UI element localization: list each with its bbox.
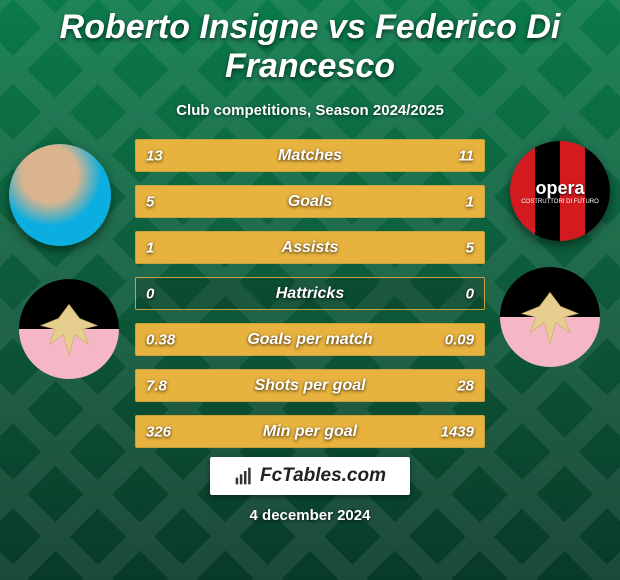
- date-label: 4 december 2024: [250, 507, 371, 524]
- club-logo-left: [19, 279, 119, 379]
- stat-value-right: 0: [466, 285, 474, 302]
- stat-value-right: 5: [466, 239, 474, 256]
- palermo-logo: [19, 279, 119, 379]
- stat-value-left: 5: [146, 193, 154, 210]
- player-right-avatar: opera COSTRUTTORI DI FUTURO: [510, 141, 610, 241]
- stat-value-right: 1439: [441, 423, 474, 440]
- eagle-icon: [515, 282, 585, 352]
- stat-fill-left: [136, 186, 414, 217]
- stat-value-right: 28: [457, 377, 474, 394]
- stat-label: Hattricks: [276, 285, 344, 303]
- stat-value-left: 1: [146, 239, 154, 256]
- stat-value-left: 7.8: [146, 377, 167, 394]
- player-left-avatar: [9, 144, 111, 246]
- stat-value-left: 326: [146, 423, 171, 440]
- content-wrapper: Roberto Insigne vs Federico Di Francesco…: [0, 0, 620, 580]
- stat-label: Assists: [282, 239, 339, 257]
- page-title: Roberto Insigne vs Federico Di Francesco: [0, 8, 620, 86]
- stat-label: Goals: [288, 193, 332, 211]
- shirt-sponsor: opera: [535, 178, 584, 198]
- eagle-icon: [34, 294, 104, 364]
- stat-value-left: 0.38: [146, 331, 175, 348]
- stat-label: Min per goal: [263, 423, 357, 441]
- stat-label: Matches: [278, 147, 342, 165]
- stat-label: Goals per match: [247, 331, 372, 349]
- stat-bar: 7.8 Shots per goal 28: [135, 369, 485, 402]
- club-logo-right: [500, 267, 600, 367]
- stat-value-left: 13: [146, 147, 163, 164]
- branding-text: FcTables.com: [260, 465, 386, 487]
- palermo-logo: [500, 267, 600, 367]
- stat-bar: 5 Goals 1: [135, 185, 485, 218]
- chart-icon: [234, 466, 254, 486]
- stat-bar: 0 Hattricks 0: [135, 277, 485, 310]
- stat-bar: 326 Min per goal 1439: [135, 415, 485, 448]
- stat-bar: 0.38 Goals per match 0.09: [135, 323, 485, 356]
- subtitle: Club competitions, Season 2024/2025: [176, 102, 444, 119]
- branding-badge: FcTables.com: [210, 457, 410, 495]
- stat-value-right: 11: [458, 147, 474, 164]
- stat-bar: 1 Assists 5: [135, 231, 485, 264]
- shirt-sponsor-tag: COSTRUTTORI DI FUTURO: [521, 199, 599, 205]
- stat-bar: 13 Matches 11: [135, 139, 485, 172]
- stats-container: 13Matches115Goals11Assists50Hattricks00.…: [135, 139, 485, 448]
- stat-label: Shots per goal: [254, 377, 365, 395]
- stat-value-right: 1: [466, 193, 474, 210]
- stat-value-right: 0.09: [445, 331, 474, 348]
- stat-value-left: 0: [146, 285, 154, 302]
- stat-fill-right: [206, 232, 484, 263]
